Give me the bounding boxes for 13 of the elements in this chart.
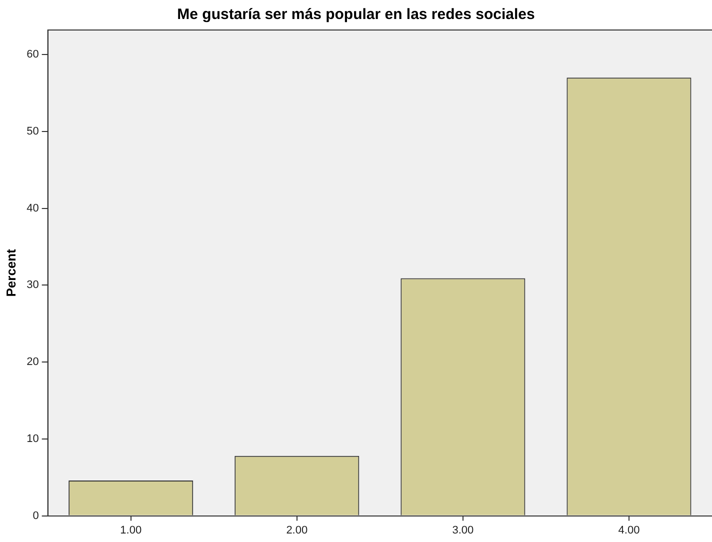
x-tick-label: 2.00 xyxy=(286,524,308,536)
y-tick-label: 0 xyxy=(32,510,39,522)
chart-title: Me gustaría ser más popular en las redes sociales xyxy=(177,6,535,24)
x-tick-label: 1.00 xyxy=(120,524,142,536)
y-tick-label: 60 xyxy=(26,48,39,61)
y-tick-label: 50 xyxy=(26,125,39,138)
y-tick-label: 20 xyxy=(26,356,39,368)
x-tick-label: 4.00 xyxy=(618,524,640,536)
y-tick-label: 30 xyxy=(26,279,39,292)
y-tick-label: 40 xyxy=(26,202,39,214)
x-tick-label: 3.00 xyxy=(452,524,474,536)
y-axis-title: Percent xyxy=(3,248,18,297)
y-tick-label: 10 xyxy=(26,432,39,445)
